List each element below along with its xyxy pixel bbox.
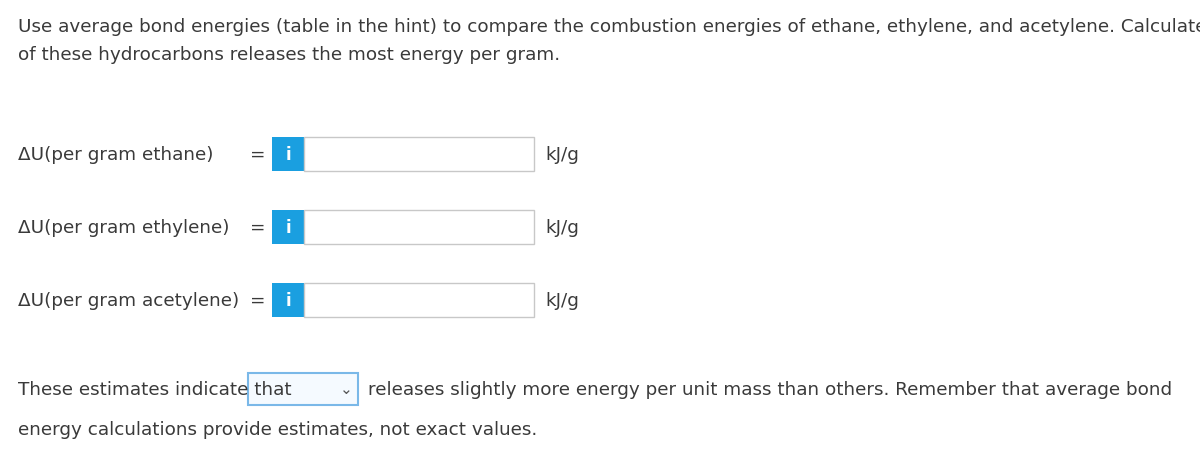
FancyBboxPatch shape xyxy=(272,138,304,172)
Text: kJ/g: kJ/g xyxy=(545,291,578,309)
Text: ⌄: ⌄ xyxy=(340,382,353,397)
FancyBboxPatch shape xyxy=(304,210,534,245)
FancyBboxPatch shape xyxy=(272,283,304,317)
Text: =: = xyxy=(251,291,265,309)
Text: kJ/g: kJ/g xyxy=(545,218,578,237)
Text: =: = xyxy=(251,218,265,237)
Text: releases slightly more energy per unit mass than others. Remember that average b: releases slightly more energy per unit m… xyxy=(368,380,1172,398)
Text: Use average bond energies (table in the hint) to compare the combustion energies: Use average bond energies (table in the … xyxy=(18,18,1200,36)
FancyBboxPatch shape xyxy=(304,283,534,317)
Text: kJ/g: kJ/g xyxy=(545,146,578,164)
FancyBboxPatch shape xyxy=(272,210,304,245)
Text: of these hydrocarbons releases the most energy per gram.: of these hydrocarbons releases the most … xyxy=(18,46,560,64)
Text: i: i xyxy=(286,291,290,309)
Text: i: i xyxy=(286,218,290,237)
Text: ΔU(per gram acetylene): ΔU(per gram acetylene) xyxy=(18,291,239,309)
Text: i: i xyxy=(286,146,290,164)
Text: These estimates indicate that: These estimates indicate that xyxy=(18,380,292,398)
FancyBboxPatch shape xyxy=(304,138,534,172)
Text: ΔU(per gram ethylene): ΔU(per gram ethylene) xyxy=(18,218,229,237)
FancyBboxPatch shape xyxy=(248,373,358,405)
Text: =: = xyxy=(251,146,265,164)
Text: energy calculations provide estimates, not exact values.: energy calculations provide estimates, n… xyxy=(18,420,538,438)
Text: ΔU(per gram ethane): ΔU(per gram ethane) xyxy=(18,146,214,164)
